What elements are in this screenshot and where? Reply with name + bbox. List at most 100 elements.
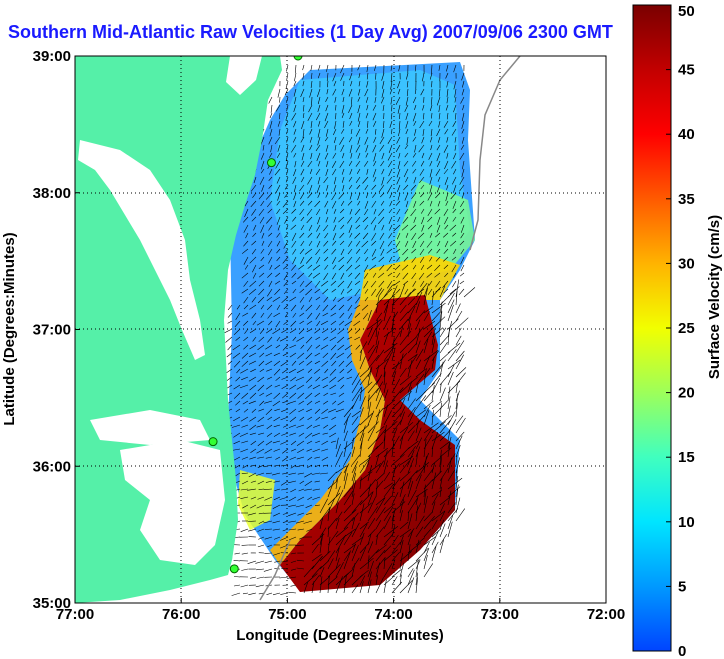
velocity-arrow [449, 240, 457, 247]
velocity-arrow [332, 152, 337, 159]
velocity-arrow [251, 408, 257, 413]
velocity-arrow [296, 424, 305, 428]
velocity-arrow [438, 120, 441, 128]
velocity-arrow [343, 532, 353, 546]
velocity-arrow [264, 552, 273, 554]
velocity-arrow [349, 120, 353, 126]
velocity-arrow [399, 478, 411, 490]
velocity-arrow [273, 448, 281, 452]
velocity-arrow [410, 224, 417, 231]
velocity-arrow [273, 392, 281, 400]
velocity-arrow [258, 432, 265, 435]
velocity-arrow [291, 360, 297, 366]
velocity-arrow [399, 574, 402, 586]
velocity-arrow [454, 112, 457, 120]
velocity-arrow [272, 400, 281, 407]
velocity-arrow [361, 304, 369, 311]
velocity-arrow [269, 128, 273, 137]
velocity-arrow [269, 152, 273, 158]
velocity-arrow [227, 320, 233, 324]
velocity-arrow [289, 392, 297, 399]
velocity-arrow [323, 296, 329, 303]
velocity-arrow [459, 272, 465, 277]
velocity-arrow [315, 112, 321, 121]
velocity-arrow [324, 232, 329, 239]
velocity-arrow [455, 469, 458, 482]
velocity-arrow [431, 327, 436, 346]
velocity-arrow [404, 104, 409, 112]
velocity-arrow [406, 80, 409, 88]
velocity-arrow [362, 176, 369, 184]
velocity-arrow [410, 208, 417, 217]
velocity-arrow [383, 342, 398, 354]
velocity-arrow [390, 96, 393, 105]
velocity-arrow [325, 208, 329, 215]
velocity-arrow [399, 304, 407, 314]
velocity-arrow [351, 446, 356, 458]
velocity-arrow [412, 280, 417, 287]
velocity-arrow [383, 327, 396, 338]
velocity-arrow [412, 136, 417, 142]
velocity-arrow [273, 368, 281, 376]
velocity-arrow [455, 402, 458, 418]
velocity-arrow [406, 88, 409, 97]
velocity-arrow [346, 256, 353, 264]
velocity-arrow [455, 354, 464, 370]
velocity-arrow [367, 421, 379, 434]
velocity-arrow [306, 360, 313, 366]
velocity-arrow [436, 160, 441, 168]
velocity-arrow [288, 504, 297, 507]
velocity-arrow [413, 176, 417, 184]
velocity-arrow [319, 567, 325, 578]
velocity-arrow [266, 384, 273, 390]
velocity-arrow [240, 416, 249, 422]
velocity-arrow [309, 128, 313, 135]
velocity-arrow [364, 208, 369, 216]
velocity-arrow [258, 192, 265, 200]
velocity-arrow [375, 520, 382, 530]
velocity-arrow [341, 88, 345, 96]
velocity-arrow [399, 406, 406, 418]
velocity-arrow [431, 400, 442, 410]
velocity-arrow [305, 336, 313, 344]
velocity-arrow [305, 392, 313, 400]
velocity-arrow [383, 410, 392, 426]
velocity-arrow [264, 448, 273, 454]
velocity-arrow [326, 64, 329, 72]
velocity-arrow [226, 352, 233, 358]
velocity-arrow [452, 120, 457, 127]
velocity-arrow [342, 120, 345, 128]
velocity-arrow [415, 437, 423, 450]
velocity-arrow [249, 328, 257, 334]
velocity-arrow [415, 427, 422, 442]
velocity-arrow [378, 256, 385, 263]
velocity-arrow [357, 192, 361, 201]
velocity-arrow [314, 392, 321, 398]
velocity-arrow [342, 152, 345, 159]
velocity-arrow [335, 576, 343, 594]
velocity-arrow [423, 338, 429, 354]
velocity-arrow [335, 486, 341, 498]
velocity-arrow [414, 128, 417, 136]
velocity-arrow [399, 499, 405, 514]
velocity-arrow [259, 368, 265, 373]
velocity-arrow [388, 256, 393, 263]
velocity-arrow [241, 392, 249, 399]
velocity-arrow [367, 366, 373, 378]
velocity-arrow [293, 128, 297, 135]
velocity-arrow [399, 311, 409, 322]
colorbar-label: Surface Velocity (cm/s) [706, 215, 723, 379]
velocity-arrow [241, 424, 249, 428]
velocity-arrow [447, 477, 463, 490]
velocity-arrow [387, 272, 393, 277]
velocity-arrow [396, 208, 401, 215]
velocity-arrow [296, 559, 305, 562]
velocity-arrow [351, 544, 359, 562]
velocity-arrow [383, 484, 394, 498]
map-title: Southern Mid-Atlantic Raw Velocities (1 … [8, 22, 613, 42]
colorbar-tick-label: 35 [678, 191, 695, 208]
velocity-arrow [379, 144, 385, 152]
velocity-arrow [359, 356, 366, 370]
